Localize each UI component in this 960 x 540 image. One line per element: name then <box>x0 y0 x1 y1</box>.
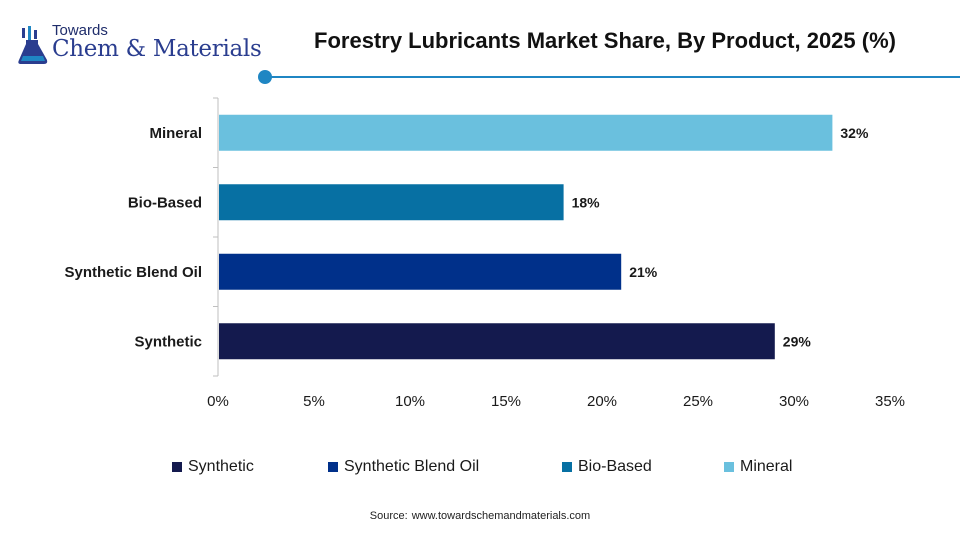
legend-item: Synthetic <box>172 458 254 476</box>
x-tick-label: 20% <box>587 393 617 410</box>
bar <box>219 323 775 360</box>
legend-item: Mineral <box>724 458 792 476</box>
x-tick-label: 25% <box>683 393 713 410</box>
chart-legend: Synthetic Synthetic Blend Oil Bio-Based Min… <box>0 458 960 478</box>
data-label: 32% <box>840 125 869 141</box>
bar <box>219 184 564 221</box>
bar-chart: Mineral 32% Bio-Based 18% Synthetic Blend Oi… <box>64 97 905 410</box>
source-note: Source: www.towardschemandmaterials.com <box>0 510 960 522</box>
title-divider <box>264 76 960 78</box>
category-label: Mineral <box>149 125 202 142</box>
bar <box>219 253 622 290</box>
brand-top-text: Towards <box>52 22 108 39</box>
brand-logo: Towards Chem & Materials <box>14 22 262 70</box>
data-label: 18% <box>572 194 601 210</box>
brand-main-text: Chem & Materials <box>52 36 262 62</box>
data-label: 21% <box>629 264 658 280</box>
category-label: Synthetic Blend Oil <box>64 264 202 281</box>
legend-label: Mineral <box>740 458 793 475</box>
x-tick-label: 10% <box>395 393 425 410</box>
category-label: Bio-Based <box>128 194 202 211</box>
chart-title: Forestry Lubricants Market Share, By Pro… <box>314 28 896 53</box>
data-label: 29% <box>783 333 812 349</box>
legend-swatch <box>724 462 734 472</box>
legend-label: Synthetic Blend Oil <box>344 458 480 475</box>
source-label: Source: <box>369 510 408 522</box>
legend-swatch <box>562 462 572 472</box>
bar <box>219 114 833 151</box>
legend-item: Synthetic Blend Oil <box>328 458 479 476</box>
source-url: www.towardschemandmaterials.com <box>411 510 591 522</box>
x-tick-label: 5% <box>303 393 325 410</box>
flask-icon <box>18 26 48 64</box>
title-divider-dot <box>258 70 272 84</box>
legend-label: Bio-Based <box>578 458 652 475</box>
x-tick-label: 30% <box>779 393 809 410</box>
legend-label: Synthetic <box>188 458 254 475</box>
legend-swatch <box>172 462 182 472</box>
legend-swatch <box>328 462 338 472</box>
x-tick-label: 0% <box>207 393 229 410</box>
legend-item: Bio-Based <box>562 458 652 476</box>
category-label: Synthetic <box>134 333 202 350</box>
x-tick-label: 15% <box>491 393 521 410</box>
x-tick-label: 35% <box>875 393 905 410</box>
